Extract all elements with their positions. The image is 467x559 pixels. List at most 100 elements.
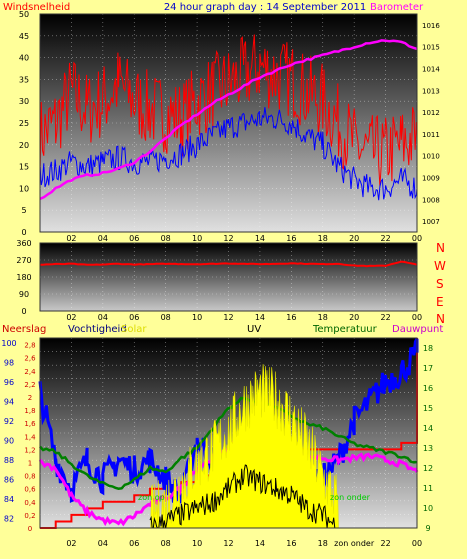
temp-tick-label: 11 [423, 484, 433, 493]
x-tick-label: 18 [318, 234, 328, 243]
series-line-barometer [39, 39, 418, 201]
wind-tick-label: 40 [19, 54, 29, 63]
x-tick-label: 22 [380, 234, 390, 243]
x-tick-label: 12 [223, 539, 233, 548]
baro-axis-label: Barometer [370, 2, 424, 13]
temp-tick-label: 13 [423, 444, 433, 453]
temp-tick-label: 12 [423, 464, 433, 473]
humidity-tick-label: 84 [4, 495, 14, 504]
rain-tick-label: 2 [28, 394, 32, 402]
direction-tick-label: 0 [21, 307, 26, 316]
direction-tick-label: 360 [16, 239, 31, 248]
series-line-windsnelheid [39, 34, 418, 187]
wind-tick-label: 15 [19, 163, 29, 172]
x-tick-label: 08 [161, 234, 171, 243]
x-tick-label: 10 [192, 234, 202, 243]
x-tick-label: 02 [66, 539, 76, 548]
x-tick-label: 16 [286, 234, 296, 243]
direction-tick-label: 90 [19, 290, 29, 299]
compass-w: W [434, 259, 446, 273]
panel1-border [39, 13, 418, 233]
x-tick-label: zon onder [334, 539, 375, 548]
baro-tick-label: 1008 [422, 196, 440, 204]
rain-tick-label: 1,8 [24, 407, 35, 415]
x-tick-label: 22 [380, 539, 390, 548]
x-tick-label: 14 [255, 539, 265, 548]
baro-tick-label: 1015 [422, 44, 440, 52]
baro-tick-label: 1016 [422, 22, 440, 30]
x-tick-label: 22 [380, 313, 390, 322]
humidity-tick-label: 94 [4, 397, 14, 406]
temp-tick-label: 15 [423, 404, 433, 413]
x-tick-label: 18 [318, 539, 328, 548]
x-tick-label: 16 [286, 313, 296, 322]
x-tick-label: 00 [412, 539, 422, 548]
baro-tick-label: 1009 [422, 175, 440, 183]
compass-n-top: N [436, 241, 445, 255]
sunset-annotation: zon onder [330, 493, 371, 502]
x-tick-label: 02 [66, 313, 76, 322]
humidity-tick-label: 86 [4, 475, 14, 484]
rain-tick-label: 2,4 [24, 368, 36, 376]
baro-tick-label: 1007 [422, 218, 440, 226]
series-line-temperature [39, 396, 418, 490]
temp-tick-label: 10 [423, 504, 433, 513]
temperature-label: Temperatuur [312, 324, 378, 335]
x-tick-label: 12 [223, 313, 233, 322]
x-tick-label: 10 [192, 313, 202, 322]
panel3-series [38, 337, 419, 529]
humidity-tick-label: 88 [4, 456, 14, 465]
wind-tick-label: 35 [19, 75, 29, 84]
series-line-vlaag [39, 107, 418, 201]
rain-tick-label: 0,4 [24, 499, 36, 507]
x-tick-label: 18 [318, 313, 328, 322]
x-tick-label: 06 [129, 313, 139, 322]
x-tick-label: 02 [66, 234, 76, 243]
series-line-uv [149, 464, 339, 529]
rain-tick-label: 0,6 [24, 486, 36, 494]
baro-tick-label: 1013 [422, 87, 440, 95]
x-tick-label: 14 [255, 234, 265, 243]
x-tick-label: 04 [98, 234, 108, 243]
baro-tick-label: 1012 [422, 109, 440, 117]
wind-tick-label: 25 [19, 119, 29, 128]
humidity-tick-label: 82 [4, 514, 14, 523]
baro-tick-label: 1010 [422, 153, 440, 161]
humidity-label: Vochtigheid [68, 324, 127, 335]
series-line-winddirection [40, 260, 418, 268]
x-tick-label: 14 [255, 313, 265, 322]
axis-ticks: 0510152025303540455010071008100910101011… [1, 10, 440, 548]
wind-tick-label: 10 [19, 184, 29, 193]
x-tick-label: 06 [129, 234, 139, 243]
compass-e: E [436, 295, 444, 309]
humidity-tick-label: 90 [4, 436, 14, 445]
x-tick-label: 00 [412, 313, 422, 322]
panel1-series [39, 34, 418, 201]
temp-tick-label: 14 [423, 424, 433, 433]
baro-tick-label: 1011 [422, 131, 440, 139]
solar-label: Solar [121, 324, 147, 335]
x-tick-label: 06 [129, 539, 139, 548]
humidity-tick-label: 98 [4, 358, 14, 367]
rain-tick-label: 1,6 [24, 420, 36, 428]
rain-tick-label: 1,2 [24, 446, 35, 454]
x-tick-label: 04 [98, 313, 108, 322]
panel2-grid [40, 243, 418, 311]
x-tick-label: 20 [349, 313, 359, 322]
humidity-tick-label: 92 [4, 417, 14, 426]
wind-tick-label: 45 [19, 32, 29, 41]
temp-tick-label: 9 [425, 524, 430, 533]
uv-label: UV [247, 324, 261, 335]
panel3-border [39, 337, 418, 529]
direction-tick-label: 180 [16, 273, 31, 282]
rain-tick-label: 2,6 [24, 355, 36, 363]
x-tick-label: 20 [349, 234, 359, 243]
rain-tick-label: 2,8 [24, 342, 35, 350]
rain-tick-label: 1,4 [24, 433, 36, 441]
rain-tick-label: 2,2 [24, 381, 35, 389]
x-tick-label: 08 [161, 313, 171, 322]
wind-tick-label: 0 [21, 228, 26, 237]
humidity-tick-label: 96 [4, 378, 14, 387]
rain-tick-label: 1 [28, 459, 32, 467]
